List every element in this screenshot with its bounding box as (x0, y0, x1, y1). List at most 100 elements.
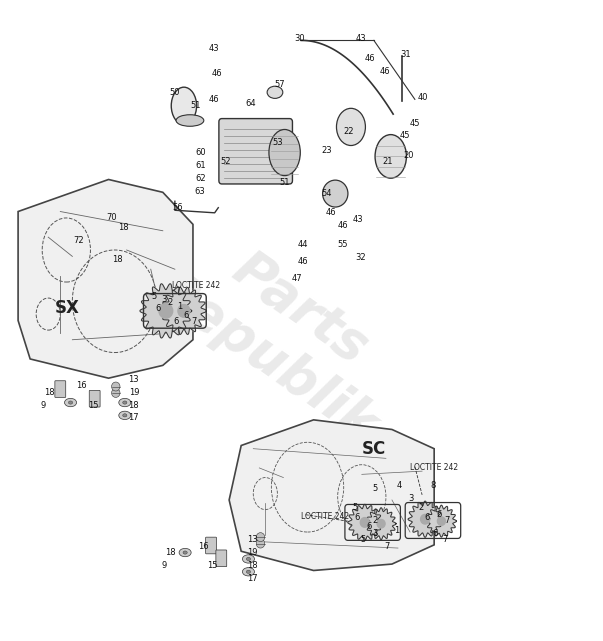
Text: 44: 44 (297, 240, 308, 249)
Text: 51: 51 (279, 178, 290, 187)
Ellipse shape (179, 549, 191, 556)
Text: 45: 45 (400, 131, 411, 140)
Text: 32: 32 (355, 253, 366, 262)
Text: 47: 47 (291, 274, 302, 283)
Text: 5: 5 (352, 503, 357, 512)
Text: 21: 21 (382, 157, 393, 166)
Text: LOCTITE 242: LOCTITE 242 (410, 463, 458, 472)
FancyBboxPatch shape (216, 550, 227, 567)
Text: 2: 2 (373, 516, 377, 525)
Ellipse shape (336, 108, 365, 146)
Circle shape (420, 514, 429, 524)
Ellipse shape (68, 401, 72, 404)
Text: 62: 62 (195, 174, 206, 183)
Text: 46: 46 (337, 221, 348, 230)
Ellipse shape (171, 87, 197, 124)
Text: 4: 4 (397, 481, 402, 490)
Text: 3: 3 (373, 529, 377, 538)
Text: 16: 16 (76, 381, 87, 390)
Text: 64: 64 (245, 99, 256, 108)
Text: 7: 7 (385, 542, 390, 551)
Text: 46: 46 (325, 208, 336, 217)
Ellipse shape (119, 412, 131, 420)
Text: 2: 2 (418, 503, 423, 512)
Circle shape (360, 518, 369, 527)
Text: 7: 7 (445, 516, 450, 525)
Text: 70: 70 (106, 213, 117, 222)
FancyBboxPatch shape (55, 381, 66, 397)
Text: 18: 18 (128, 401, 139, 410)
Text: 6: 6 (425, 513, 429, 522)
Circle shape (256, 539, 265, 548)
Text: 57: 57 (274, 80, 285, 89)
Text: 15: 15 (207, 561, 218, 570)
Text: 17: 17 (247, 574, 257, 583)
Text: 46: 46 (209, 95, 219, 104)
Text: 61: 61 (195, 161, 206, 170)
Text: 52: 52 (221, 157, 232, 166)
Text: 46: 46 (212, 69, 223, 78)
Ellipse shape (176, 115, 204, 126)
Text: 13: 13 (247, 535, 257, 544)
Polygon shape (408, 501, 442, 537)
Polygon shape (366, 508, 396, 540)
Text: 72: 72 (73, 236, 84, 245)
Circle shape (112, 382, 120, 391)
Text: 7: 7 (443, 535, 447, 544)
Text: 43: 43 (355, 34, 366, 43)
Circle shape (256, 533, 265, 542)
Ellipse shape (267, 87, 283, 99)
Text: 40: 40 (418, 93, 429, 102)
Text: 50: 50 (169, 88, 180, 97)
Text: 6: 6 (156, 304, 160, 313)
Circle shape (437, 517, 446, 526)
Text: 1: 1 (394, 526, 399, 535)
Text: 45: 45 (409, 119, 420, 128)
Text: 3: 3 (162, 296, 166, 304)
FancyBboxPatch shape (89, 390, 100, 407)
Text: 13: 13 (128, 375, 139, 384)
Text: 54: 54 (321, 189, 332, 198)
Text: 6: 6 (433, 529, 438, 538)
Text: 6: 6 (174, 317, 178, 326)
Circle shape (377, 519, 385, 528)
Text: 1: 1 (177, 302, 182, 311)
Text: 2: 2 (168, 298, 172, 307)
Ellipse shape (242, 568, 254, 576)
Text: 55: 55 (337, 240, 348, 249)
Text: 53: 53 (272, 138, 283, 147)
Polygon shape (140, 284, 192, 338)
Text: 18: 18 (118, 223, 129, 232)
Text: 31: 31 (400, 50, 411, 59)
Text: 19: 19 (247, 548, 257, 557)
Text: LOCTITE 242: LOCTITE 242 (302, 512, 350, 520)
Text: 43: 43 (352, 215, 363, 224)
Text: 6: 6 (183, 311, 188, 320)
Ellipse shape (119, 398, 131, 407)
Ellipse shape (65, 398, 77, 407)
Text: SC: SC (362, 440, 386, 458)
Text: 6: 6 (355, 513, 359, 522)
Text: 8: 8 (431, 481, 435, 490)
Text: 9: 9 (41, 401, 46, 410)
Text: 43: 43 (209, 44, 219, 53)
FancyBboxPatch shape (206, 537, 216, 554)
Ellipse shape (269, 129, 300, 176)
Text: 51: 51 (191, 101, 201, 110)
Text: 46: 46 (364, 54, 375, 63)
Ellipse shape (183, 551, 187, 554)
Polygon shape (162, 287, 206, 335)
Text: 16: 16 (198, 542, 209, 551)
Ellipse shape (122, 401, 127, 404)
Circle shape (112, 388, 120, 397)
Text: Parts
Republik: Parts Republik (145, 213, 421, 453)
Ellipse shape (246, 570, 250, 574)
Text: 18: 18 (112, 255, 123, 264)
Text: 6: 6 (367, 522, 371, 531)
Polygon shape (229, 420, 434, 570)
Text: 18: 18 (165, 548, 175, 557)
Text: 7: 7 (192, 317, 197, 326)
Text: 5: 5 (151, 292, 156, 301)
Ellipse shape (246, 557, 250, 560)
Text: 46: 46 (297, 257, 308, 266)
